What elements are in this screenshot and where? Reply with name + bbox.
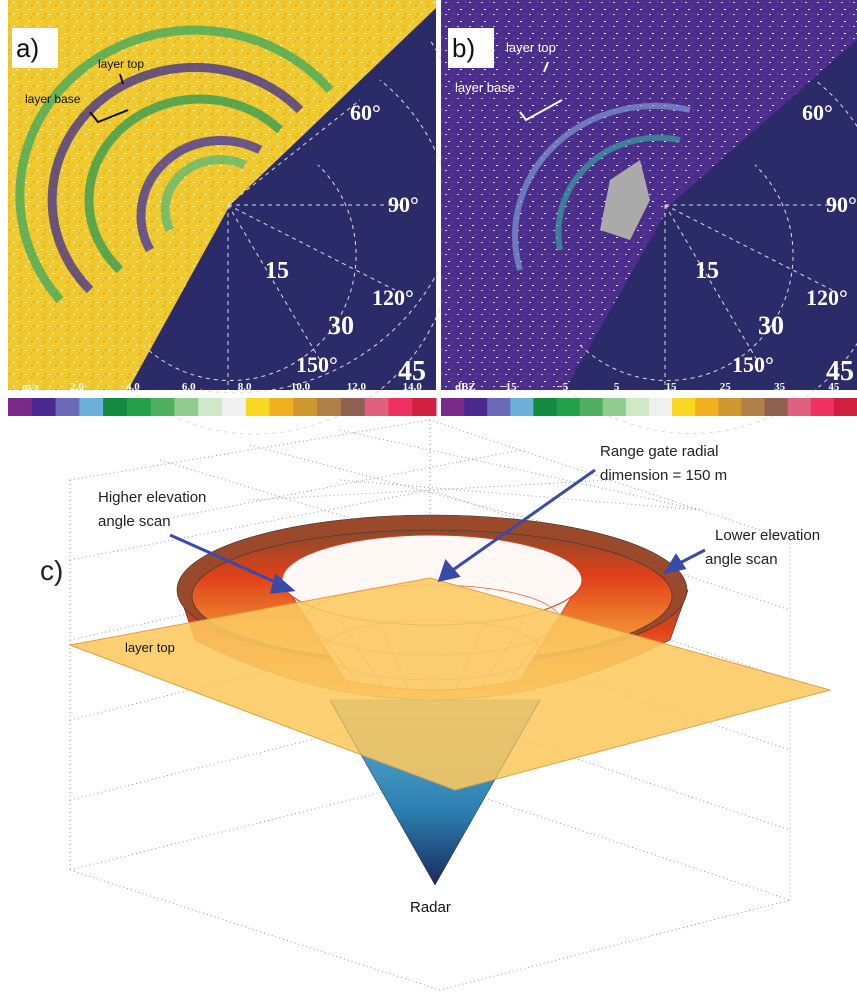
color-swatch	[198, 398, 222, 416]
annotation: angle scan	[98, 513, 171, 530]
color-swatch	[788, 398, 812, 416]
color-swatch	[341, 398, 365, 416]
range-label: 30	[328, 311, 354, 340]
angle-label: 60°	[802, 100, 833, 125]
colorbar-unit: dBZ	[455, 381, 476, 393]
color-swatch	[270, 398, 294, 416]
annotation: Lower elevation	[715, 527, 820, 544]
color-swatch	[741, 398, 765, 416]
panel-label: b)	[452, 33, 475, 63]
angle-label: 150°	[296, 352, 338, 377]
panel-label: c)	[40, 555, 63, 586]
colorbar-unit: m/s	[22, 381, 39, 393]
annotation: layer top	[506, 40, 556, 55]
color-swatch	[718, 398, 742, 416]
colorbar-tick: 6.0	[182, 381, 196, 393]
annotation: Radar	[410, 899, 451, 916]
annotation: layer base	[455, 80, 515, 95]
panel-b: b) layer top layer base 15 30 45 60° 90°…	[441, 0, 857, 433]
color-swatch	[580, 398, 604, 416]
range-label: 30	[758, 311, 784, 340]
colorbar-tick: 8.0	[238, 381, 252, 393]
colorbar-tick: 4.0	[126, 381, 140, 393]
color-swatch	[56, 398, 80, 416]
color-swatch	[649, 398, 673, 416]
color-swatch	[533, 398, 557, 416]
angle-label: 60°	[350, 100, 381, 125]
color-swatch	[127, 398, 151, 416]
colorbar-tick: −5	[556, 381, 568, 393]
angle-label: 90°	[388, 192, 419, 217]
color-swatch	[510, 398, 534, 416]
figure: a) layer top layer base 15 30 45 60° 90°…	[0, 0, 857, 1006]
color-swatch	[365, 398, 389, 416]
annotation: Range gate radial	[600, 443, 718, 460]
colorbar-tick: 25	[720, 381, 732, 393]
range-label: 15	[695, 258, 719, 284]
angle-label: 150°	[732, 352, 774, 377]
range-label: 15	[265, 258, 289, 284]
color-swatch	[412, 398, 436, 416]
color-swatch	[765, 398, 789, 416]
color-swatch	[317, 398, 341, 416]
panel-label: a)	[16, 33, 39, 63]
angle-label: 120°	[372, 285, 414, 310]
annotation: dimension = 150 m	[600, 467, 727, 484]
colorbar-tick: 10.0	[291, 381, 311, 393]
color-swatch	[487, 398, 511, 416]
color-swatch	[834, 398, 857, 416]
colorbar-tick: 45	[828, 381, 840, 393]
color-swatch	[672, 398, 696, 416]
annotation: Higher elevation	[98, 489, 206, 506]
colorbar-tick: 2.0	[70, 381, 84, 393]
colorbar-tick: 14.0	[403, 381, 423, 393]
color-swatch	[626, 398, 650, 416]
color-swatch	[388, 398, 412, 416]
angle-label: 90°	[826, 192, 857, 217]
panel-a: a) layer top layer base 15 30 45 60° 90°…	[8, 0, 465, 434]
color-swatch	[8, 398, 32, 416]
color-swatch	[464, 398, 488, 416]
color-swatch	[441, 398, 465, 416]
color-swatch	[174, 398, 198, 416]
colorbar-tick: −15	[499, 381, 517, 393]
color-swatch	[222, 398, 246, 416]
annotation: layer top	[125, 640, 175, 655]
color-swatch	[151, 398, 175, 416]
color-swatch	[603, 398, 627, 416]
color-swatch	[103, 398, 127, 416]
colorbar-tick: 15	[665, 381, 677, 393]
color-swatch	[811, 398, 835, 416]
annotation: angle scan	[705, 551, 778, 568]
annotation: layer top	[98, 57, 144, 71]
color-swatch	[695, 398, 719, 416]
color-swatch	[557, 398, 581, 416]
color-swatch	[293, 398, 317, 416]
colorbar-tick: 35	[774, 381, 786, 393]
color-swatch	[32, 398, 56, 416]
colorbar-tick: 12.0	[347, 381, 367, 393]
color-swatch	[246, 398, 270, 416]
color-swatch	[79, 398, 103, 416]
colorbar-tick: 5	[614, 381, 620, 393]
annotation: layer base	[25, 92, 81, 106]
angle-label: 120°	[806, 285, 848, 310]
